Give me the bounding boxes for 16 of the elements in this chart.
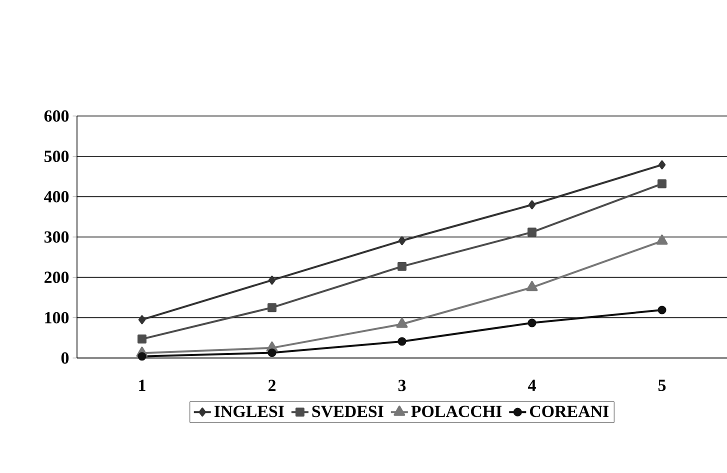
y-tick-label: 600	[44, 110, 69, 122]
legend-label: INGLESI	[214, 406, 284, 418]
y-tick-label: 100	[45, 312, 69, 324]
x-tick-label: 2	[268, 380, 276, 391]
y-tick-label: 300	[44, 231, 69, 243]
y-tick-label: 0	[61, 352, 69, 364]
legend-label: SVEDESI	[312, 406, 384, 418]
x-tick-label: 4	[528, 380, 536, 391]
y-tick-label: 400	[44, 190, 69, 202]
x-tick-label: 1	[139, 380, 146, 391]
legend-label: POLACCHI	[411, 406, 502, 418]
y-tick-label: 200	[44, 272, 69, 284]
y-tick-label: 500	[44, 150, 69, 162]
x-tick-label: 5	[658, 380, 666, 392]
legend-label: COREANI	[530, 406, 609, 418]
x-tick-label: 3	[398, 380, 406, 392]
